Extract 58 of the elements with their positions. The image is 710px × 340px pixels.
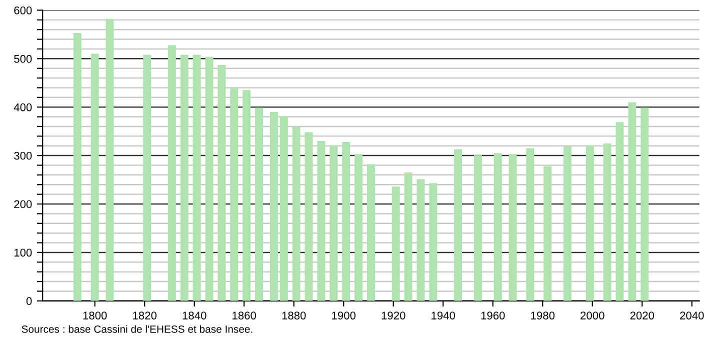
- bar: [317, 141, 326, 301]
- x-tick-label: 1960: [481, 312, 505, 320]
- x-tick-label: 1920: [382, 312, 406, 320]
- y-tick-label: 500: [14, 54, 32, 63]
- bar: [255, 108, 264, 301]
- bar: [494, 153, 502, 301]
- bar: [304, 132, 313, 301]
- x-tick-label: 1800: [83, 312, 107, 320]
- bar: [292, 126, 300, 301]
- bar: [143, 54, 152, 301]
- bar: [616, 122, 624, 301]
- x-tick-label: 2020: [630, 312, 654, 320]
- bar: [564, 146, 572, 301]
- y-tick-label: 0: [26, 297, 32, 306]
- y-tick-label: 300: [14, 152, 32, 160]
- bar: [192, 54, 201, 301]
- bar: [392, 186, 400, 301]
- y-tick-label: 600: [14, 6, 32, 14]
- bar: [628, 102, 636, 301]
- bar: [242, 90, 251, 301]
- bar: [454, 149, 462, 301]
- bar: [106, 18, 114, 301]
- bar: [73, 32, 82, 301]
- x-tick-label: 2000: [580, 312, 604, 320]
- x-tick-label: 1900: [332, 312, 356, 320]
- x-tick-label: 1940: [432, 312, 456, 320]
- bar: [354, 154, 363, 301]
- bar: [429, 183, 438, 301]
- x-tick-label: 1840: [182, 312, 206, 320]
- y-tick-label: 100: [14, 248, 32, 257]
- x-tick-label: 2040: [680, 312, 704, 320]
- y-tick-label: 200: [14, 200, 32, 208]
- bar: [366, 164, 375, 301]
- bar: [603, 143, 612, 301]
- bar: [330, 145, 338, 301]
- bar: [586, 145, 594, 301]
- source-note: Sources : base Cassini de l'EHESS et base Insee.: [22, 325, 252, 333]
- bar: [404, 172, 412, 301]
- bar: [280, 116, 288, 301]
- x-tick-label: 1820: [133, 312, 157, 320]
- bar: [640, 108, 649, 301]
- x-tick-label: 1880: [282, 312, 306, 320]
- bar: [474, 155, 482, 301]
- bar: [342, 142, 350, 301]
- bar: [526, 148, 534, 301]
- bar: [180, 54, 188, 301]
- bar: [205, 56, 214, 301]
- bar: [90, 54, 99, 301]
- y-tick-label: 400: [14, 103, 32, 112]
- bar: [270, 112, 278, 301]
- x-tick-label: 1980: [531, 312, 555, 320]
- x-tick-label: 1860: [232, 312, 256, 320]
- bar: [508, 154, 517, 301]
- bar: [218, 64, 226, 301]
- bar: [168, 45, 176, 301]
- bar: [416, 179, 425, 301]
- bar: [230, 88, 238, 301]
- bar: [544, 166, 552, 301]
